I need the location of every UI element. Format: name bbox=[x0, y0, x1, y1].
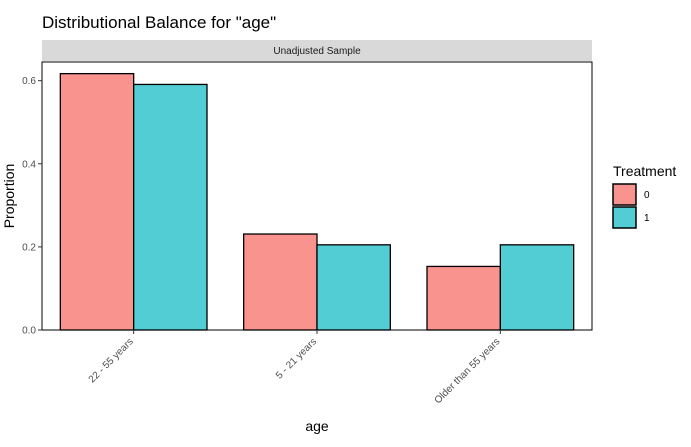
x-tick-label: 22 - 55 years bbox=[87, 336, 136, 385]
y-tick-label: 0.4 bbox=[22, 159, 36, 170]
bar-2-series-0 bbox=[426, 265, 501, 331]
bar-1-series-1 bbox=[316, 244, 391, 331]
y-axis-title: Proportion bbox=[1, 164, 17, 229]
bar-0-series-0 bbox=[59, 72, 135, 331]
x-tick-label: Older than 55 years bbox=[433, 336, 503, 406]
facet-label: Unadjusted Sample bbox=[273, 46, 361, 57]
legend-key-1 bbox=[612, 206, 637, 229]
bars-group bbox=[59, 72, 575, 331]
facet-strip bbox=[42, 40, 592, 61]
x-axis: 22 - 55 years 5 - 21 years Older than 55 y… bbox=[87, 330, 503, 406]
chart-title: Distributional Balance for "age" bbox=[42, 13, 276, 32]
x-axis-title: age bbox=[305, 418, 329, 434]
bar-2-series-1 bbox=[499, 244, 575, 331]
bar-1-series-0 bbox=[243, 233, 318, 331]
legend-title: Treatment bbox=[613, 163, 676, 179]
y-tick-label: 0.0 bbox=[22, 326, 36, 337]
legend-key-0 bbox=[612, 183, 637, 206]
y-tick-label: 0.2 bbox=[22, 242, 36, 253]
legend-label-1: 1 bbox=[644, 213, 650, 224]
bar-0-series-1 bbox=[133, 83, 208, 331]
y-axis: 0.0 0.2 0.4 0.6 bbox=[22, 76, 42, 337]
y-tick-label: 0.6 bbox=[22, 76, 36, 87]
x-tick-label: 5 - 21 years bbox=[274, 336, 319, 381]
legend: Treatment 0 1 bbox=[612, 163, 676, 229]
legend-label-0: 0 bbox=[644, 190, 650, 201]
